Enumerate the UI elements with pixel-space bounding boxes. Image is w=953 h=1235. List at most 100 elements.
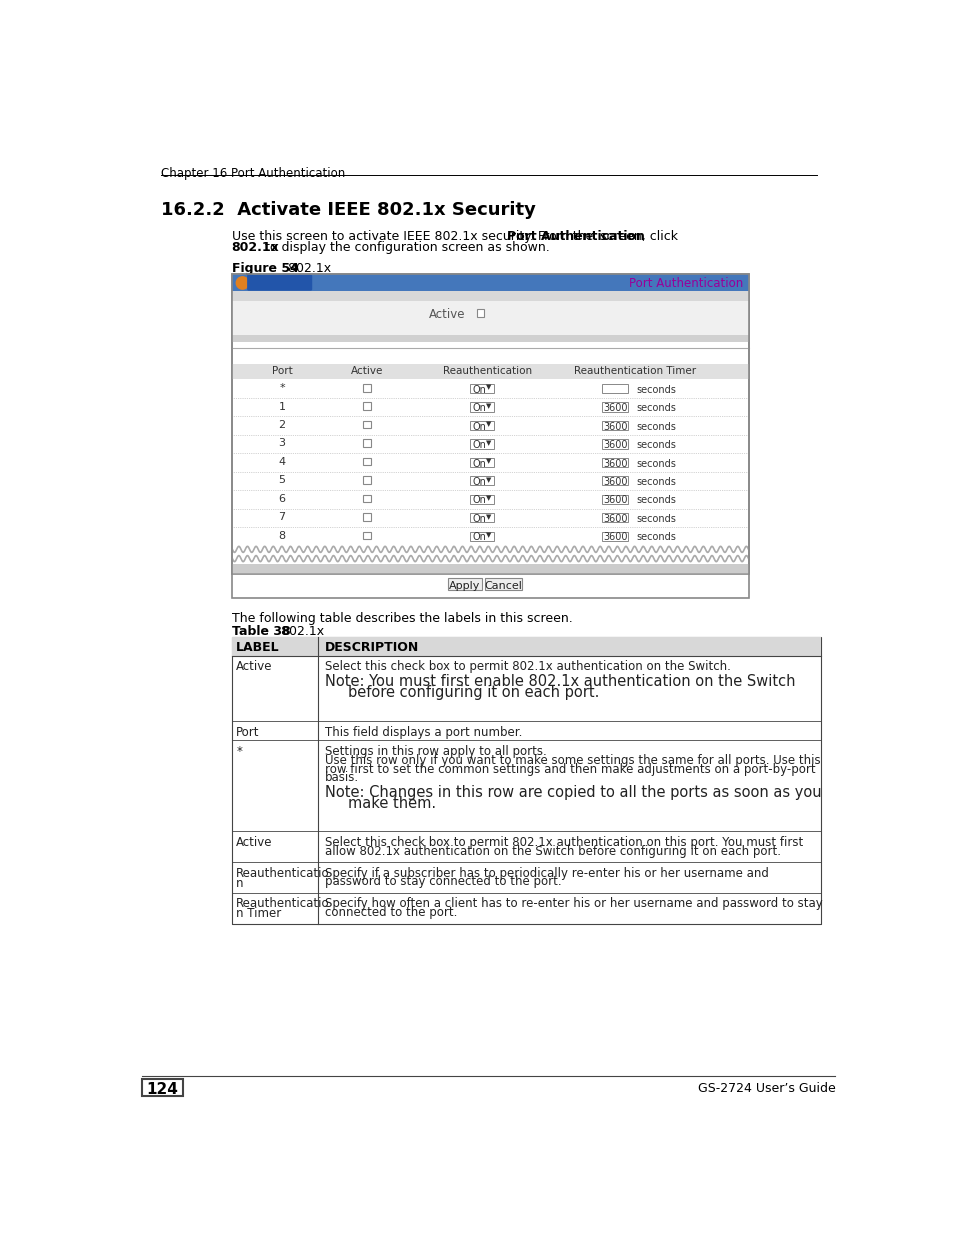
Text: Use this screen to activate IEEE 802.1x security. From the: Use this screen to activate IEEE 802.1x … <box>232 230 597 243</box>
Text: 2: 2 <box>278 420 285 430</box>
Text: Settings in this row apply to all ports.: Settings in this row apply to all ports. <box>324 745 546 758</box>
Text: Figure 54: Figure 54 <box>232 262 298 275</box>
Bar <box>601 440 628 448</box>
Text: seconds: seconds <box>636 458 676 468</box>
Text: Active: Active <box>236 836 273 848</box>
Text: The following table describes the labels in this screen.: The following table describes the labels… <box>232 611 572 625</box>
Bar <box>233 364 748 379</box>
Text: 3600: 3600 <box>603 514 627 524</box>
Text: Active: Active <box>351 366 383 377</box>
Bar <box>470 421 493 430</box>
Text: 802.1x: 802.1x <box>232 241 279 254</box>
Text: ▼: ▼ <box>485 495 491 501</box>
Text: DESCRIPTION: DESCRIPTION <box>324 641 418 655</box>
Text: connected to the port.: connected to the port. <box>324 906 456 919</box>
Text: Chapter 16 Port Authentication: Chapter 16 Port Authentication <box>161 167 345 179</box>
Bar <box>232 274 748 598</box>
Text: ▼: ▼ <box>485 458 491 464</box>
Text: On: On <box>472 532 486 542</box>
Text: On: On <box>472 477 486 487</box>
Text: On: On <box>472 421 486 431</box>
Bar <box>363 421 371 429</box>
Text: Table 38: Table 38 <box>232 625 290 637</box>
Bar <box>470 403 493 411</box>
Text: allow 802.1x authentication on the Switch before configuring it on each port.: allow 802.1x authentication on the Switc… <box>324 845 780 857</box>
Bar <box>363 495 371 503</box>
Text: 3600: 3600 <box>603 440 627 450</box>
Text: 802.1x: 802.1x <box>274 625 324 637</box>
Bar <box>476 309 484 317</box>
Text: Active: Active <box>428 308 464 321</box>
Bar <box>470 495 493 504</box>
Text: Reauthentication Timer: Reauthentication Timer <box>573 366 695 377</box>
Text: Note: You must first enable 802.1x authentication on the Switch: Note: You must first enable 802.1x authe… <box>324 674 794 689</box>
Text: 3600: 3600 <box>603 495 627 505</box>
Text: Select this check box to permit 802.1x authentication on this port. You must fir: Select this check box to permit 802.1x a… <box>324 836 802 848</box>
Text: On: On <box>472 514 486 524</box>
Bar <box>601 421 628 430</box>
Text: 4: 4 <box>278 457 285 467</box>
Bar <box>601 495 628 504</box>
Text: 802.1x: 802.1x <box>279 262 331 275</box>
Text: Port: Port <box>272 366 292 377</box>
Bar <box>470 384 493 393</box>
Bar <box>363 440 371 447</box>
Text: screen, click: screen, click <box>596 230 678 243</box>
Text: 3600: 3600 <box>603 532 627 542</box>
Bar <box>484 578 521 590</box>
Text: Port Authentication: Port Authentication <box>628 277 742 290</box>
Bar <box>233 300 748 335</box>
Text: 6: 6 <box>278 494 285 504</box>
Bar <box>363 477 371 484</box>
Text: seconds: seconds <box>636 403 676 412</box>
Text: to display the configuration screen as shown.: to display the configuration screen as s… <box>261 241 549 254</box>
Bar <box>470 440 493 448</box>
Text: Apply: Apply <box>449 580 480 590</box>
Text: row first to set the common settings and then make adjustments on a port-by-port: row first to set the common settings and… <box>324 763 815 776</box>
Text: On: On <box>472 458 486 468</box>
Bar <box>470 514 493 522</box>
Text: On: On <box>472 403 486 412</box>
Text: seconds: seconds <box>636 384 676 395</box>
Text: Note: Changes in this row are copied to all the ports as soon as you: Note: Changes in this row are copied to … <box>324 785 821 800</box>
Text: seconds: seconds <box>636 421 676 431</box>
Text: On: On <box>472 384 486 395</box>
Bar <box>233 291 748 300</box>
Text: seconds: seconds <box>636 514 676 524</box>
Bar <box>601 458 628 467</box>
Text: Reauthenticatio: Reauthenticatio <box>236 898 330 910</box>
Text: Active: Active <box>236 661 273 673</box>
Text: 3600: 3600 <box>603 403 627 412</box>
Text: ▼: ▼ <box>485 514 491 520</box>
Text: Port Authentication: Port Authentication <box>506 230 644 243</box>
Text: 3600: 3600 <box>603 477 627 487</box>
Bar <box>233 335 748 342</box>
Text: 3600: 3600 <box>603 421 627 431</box>
Text: 3600: 3600 <box>603 458 627 468</box>
Text: password to stay connected to the port.: password to stay connected to the port. <box>324 876 560 888</box>
Bar <box>470 531 493 541</box>
Text: *: * <box>279 383 285 393</box>
Text: seconds: seconds <box>636 440 676 450</box>
Text: GS-2724 User’s Guide: GS-2724 User’s Guide <box>697 1082 835 1095</box>
Bar <box>470 477 493 485</box>
Text: basis.: basis. <box>324 772 358 784</box>
Bar <box>233 274 748 291</box>
Bar <box>447 578 481 590</box>
Text: *: * <box>236 745 242 758</box>
Text: 1: 1 <box>278 401 285 411</box>
Text: 3: 3 <box>278 438 285 448</box>
Text: Use this row only if you want to make some settings the same for all ports. Use : Use this row only if you want to make so… <box>324 753 820 767</box>
Text: ▼: ▼ <box>485 421 491 427</box>
Bar <box>601 403 628 411</box>
FancyBboxPatch shape <box>247 274 312 290</box>
Bar <box>601 514 628 522</box>
Text: 8: 8 <box>278 531 285 541</box>
Text: ▼: ▼ <box>485 477 491 483</box>
Bar <box>363 384 371 391</box>
Bar <box>232 637 820 656</box>
Text: 7: 7 <box>278 513 285 522</box>
Text: seconds: seconds <box>636 532 676 542</box>
Text: ▼: ▼ <box>485 403 491 409</box>
Text: On: On <box>472 495 486 505</box>
